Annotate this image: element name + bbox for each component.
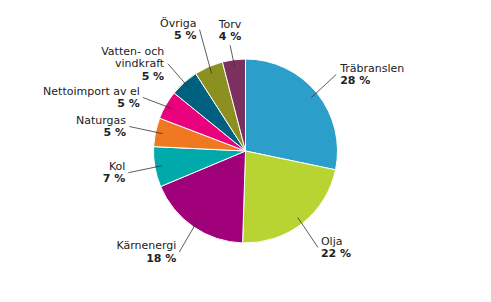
category-label: Torv bbox=[218, 18, 242, 31]
data-label: Kol7 % bbox=[103, 160, 126, 186]
label-text: Kol7 % bbox=[103, 160, 126, 186]
category-label: Övriga bbox=[160, 17, 196, 30]
leader-line bbox=[311, 75, 336, 98]
label-text: Vatten- ochvindkraft5 % bbox=[101, 45, 165, 83]
leader-line bbox=[129, 127, 162, 134]
value-label: 28 % bbox=[340, 74, 370, 87]
data-label: Torv4 % bbox=[218, 18, 242, 44]
data-label: Träbranslen28 % bbox=[339, 62, 404, 88]
slices bbox=[154, 59, 338, 243]
value-label: 5 % bbox=[104, 126, 127, 139]
leader-line bbox=[200, 30, 212, 74]
pie-slice bbox=[243, 151, 336, 243]
value-label: 5 % bbox=[117, 97, 140, 110]
value-label: 22 % bbox=[321, 247, 351, 260]
value-label: 7 % bbox=[103, 172, 126, 185]
chart-container: Träbranslen28 % Olja22 % Kärnenergi18 % Kol… bbox=[0, 0, 491, 302]
category-label: Nettoimport av el bbox=[43, 85, 140, 98]
data-label: Olja22 % bbox=[321, 235, 351, 261]
label-text: Kärnenergi18 % bbox=[116, 239, 176, 264]
value-label: 4 % bbox=[219, 30, 242, 43]
leader-line bbox=[179, 221, 197, 252]
pie-slice bbox=[246, 59, 338, 170]
value-label: 18 % bbox=[146, 252, 176, 265]
data-label: Naturgas5 % bbox=[76, 114, 126, 139]
category-label: Olja bbox=[321, 235, 343, 248]
pie-slice bbox=[154, 147, 246, 187]
label-text: Övriga5 % bbox=[160, 17, 196, 43]
leader-line bbox=[298, 218, 318, 248]
leader-line bbox=[168, 64, 189, 88]
data-labels: Träbranslen28 % Olja22 % Kärnenergi18 % Kol… bbox=[43, 17, 404, 265]
chart: Träbranslen28 % Olja22 % Kärnenergi18 % Kol… bbox=[0, 0, 491, 302]
label-text: Nettoimport av el5 % bbox=[43, 85, 140, 111]
pie-slice bbox=[222, 59, 245, 151]
category-label: vindkraft bbox=[115, 57, 165, 70]
label-text: Naturgas5 % bbox=[76, 114, 126, 139]
category-label: Naturgas bbox=[76, 114, 126, 127]
leader-line bbox=[230, 45, 235, 67]
data-label: Kärnenergi18 % bbox=[116, 239, 176, 264]
category-label: Kol bbox=[109, 160, 125, 173]
data-label: Vatten- ochvindkraft5 % bbox=[101, 45, 165, 83]
data-label: Övriga5 % bbox=[160, 17, 196, 43]
leader-line bbox=[143, 97, 172, 108]
label-text: Torv4 % bbox=[218, 18, 242, 44]
value-label: 5 % bbox=[142, 70, 165, 83]
leader-line bbox=[128, 166, 162, 173]
category-label: Kärnenergi bbox=[116, 239, 176, 252]
label-text: Olja22 % bbox=[321, 235, 351, 261]
data-label: Nettoimport av el5 % bbox=[43, 85, 140, 111]
value-label: 5 % bbox=[174, 29, 197, 42]
category-label: Träbranslen bbox=[339, 62, 404, 75]
label-text: Träbranslen28 % bbox=[339, 62, 404, 88]
category-label: Vatten- och bbox=[101, 45, 164, 58]
